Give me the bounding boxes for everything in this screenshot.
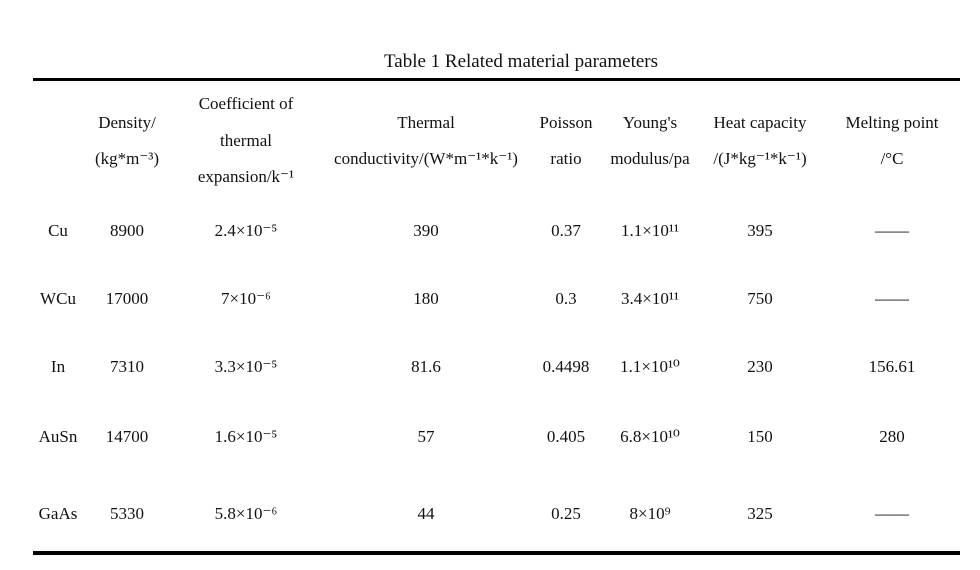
table-cell: 1.6×10⁻⁵ xyxy=(214,427,278,446)
table-cell: 1.1×10¹¹ xyxy=(620,221,680,240)
table-cell: 156.61 xyxy=(868,357,916,376)
table-cell: 750 xyxy=(747,289,773,308)
row-label: Cu xyxy=(48,221,68,240)
table-cell: 7×10⁻⁶ xyxy=(221,289,271,308)
table-cell: 57 xyxy=(417,427,435,446)
header-cell: Poisson xyxy=(539,113,593,132)
table-cell: 0.3 xyxy=(555,289,577,308)
row-label: WCu xyxy=(40,289,76,308)
bottom-rule xyxy=(33,551,960,555)
table-cell: 180 xyxy=(413,289,439,308)
header-cell: Thermal xyxy=(397,113,455,132)
header-cell: expansion/k⁻¹ xyxy=(197,167,295,186)
table-cell: 150 xyxy=(747,427,773,446)
row-label: AuSn xyxy=(38,427,78,446)
top-rule xyxy=(33,78,960,81)
table-cell: 3.4×10¹¹ xyxy=(620,289,680,308)
row-label: In xyxy=(50,357,66,376)
table-cell: 44 xyxy=(417,504,435,523)
header-cell: Density/ xyxy=(98,113,156,132)
header-cell: modulus/pa xyxy=(610,149,690,168)
row-label: GaAs xyxy=(38,504,78,523)
header-cell: /(J*kg⁻¹*k⁻¹) xyxy=(713,149,807,168)
table-cell: —— xyxy=(875,221,909,240)
header-cell: Coefficient of xyxy=(198,94,294,113)
table-cell: 395 xyxy=(747,221,773,240)
header-cell: ratio xyxy=(550,149,582,168)
table-cell: 2.4×10⁻⁵ xyxy=(214,221,278,240)
header-cell: Melting point xyxy=(845,113,939,132)
table-cell: 5330 xyxy=(110,504,144,523)
table-cell: 17000 xyxy=(105,289,149,308)
header-cell: Heat capacity xyxy=(713,113,807,132)
table-cell: 0.405 xyxy=(546,427,586,446)
table-cell: 0.25 xyxy=(551,504,581,523)
table-cell: 1.1×10¹⁰ xyxy=(620,357,680,376)
table-cell: 5.8×10⁻⁶ xyxy=(214,504,278,523)
table-cell: 7310 xyxy=(110,357,144,376)
table-cell: 6.8×10¹⁰ xyxy=(620,427,680,446)
table-cell: 0.37 xyxy=(551,221,581,240)
table-cell: 280 xyxy=(879,427,905,446)
table-title: Table 1 Related material parameters xyxy=(383,51,659,72)
table-cell: 8×10⁹ xyxy=(629,504,671,523)
table-cell: —— xyxy=(875,289,909,308)
header-cell: Young's xyxy=(622,113,678,132)
table-cell: 81.6 xyxy=(411,357,441,376)
header-cell: conductivity/(W*m⁻¹*k⁻¹) xyxy=(334,149,518,168)
header-cell: thermal xyxy=(220,131,272,150)
table-cell: 14700 xyxy=(105,427,149,446)
table-cell: 8900 xyxy=(110,221,144,240)
table-cell: 3.3×10⁻⁵ xyxy=(214,357,278,376)
table-cell: 0.4498 xyxy=(542,357,590,376)
table-cell: 325 xyxy=(747,504,773,523)
table-cell: 390 xyxy=(413,221,439,240)
header-cell: /°C xyxy=(880,149,904,168)
table-cell: 230 xyxy=(747,357,773,376)
table-cell: —— xyxy=(875,504,909,523)
header-cell: (kg*m⁻³) xyxy=(94,149,160,168)
